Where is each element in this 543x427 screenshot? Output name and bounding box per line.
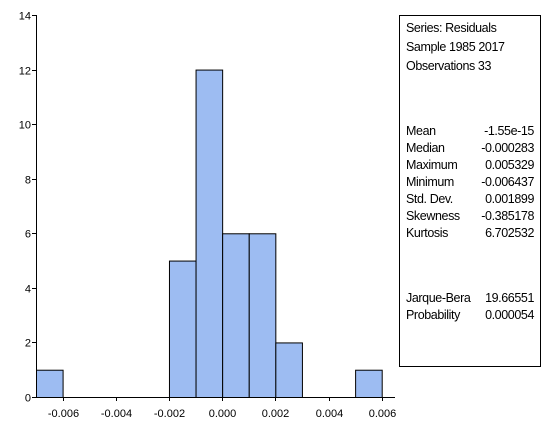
- bars-layer: [36, 69, 383, 399]
- series-label: Series: Residuals: [406, 21, 497, 35]
- y-tick-label: 12: [19, 66, 31, 78]
- stat-row-probability: Probability 0.000054: [406, 308, 534, 324]
- stat-value: 6.702532: [485, 226, 534, 240]
- histogram-bar: [248, 233, 277, 398]
- stat-row-maximum: Maximum 0.005329: [406, 158, 534, 174]
- x-tick-label: 0.000: [209, 408, 237, 420]
- y-tick-label: 8: [25, 175, 31, 187]
- stat-row-minimum: Minimum -0.006437: [406, 175, 534, 191]
- stat-label: Mean: [406, 124, 436, 138]
- x-tick-label: 0.002: [262, 408, 290, 420]
- histogram-bar: [275, 342, 303, 398]
- y-tick-label: 10: [19, 120, 31, 132]
- stat-value: -0.000283: [481, 141, 534, 155]
- stat-value: 19.66551: [485, 291, 534, 305]
- x-tick-label: 0.004: [316, 408, 344, 420]
- stat-row-skewness: Skewness -0.385178: [406, 209, 534, 225]
- sample-label: Sample 1985 2017: [406, 40, 505, 54]
- stat-label: Std. Dev.: [406, 192, 453, 206]
- x-tick-label: 0.006: [369, 408, 397, 420]
- stat-label: Median: [406, 141, 445, 155]
- x-tick-label: -0.002: [154, 408, 185, 420]
- stat-value: 0.005329: [485, 158, 534, 172]
- stat-label: Probability: [406, 308, 460, 322]
- stat-row-mean: Mean -1.55e-15: [406, 124, 534, 140]
- histogram-bar: [195, 69, 224, 398]
- histogram-bar: [168, 260, 197, 399]
- stat-row-jarque-bera: Jarque-Bera 19.66551: [406, 291, 534, 307]
- stat-value: 0.000054: [485, 308, 534, 322]
- x-tick-label: -0.006: [48, 408, 79, 420]
- y-tick-label: 2: [25, 338, 31, 350]
- axes-layer: 0 2 4 6 8 10 12 14 -0.006 -0.004 -0.002 0.000 0.002 0…: [19, 11, 397, 421]
- stat-row-std-dev: Std. Dev. 0.001899: [406, 192, 534, 208]
- y-tick-label: 0: [25, 393, 31, 405]
- observations-label: Observations 33: [406, 59, 492, 73]
- histogram-bar: [36, 369, 64, 399]
- histogram-bar: [355, 369, 383, 399]
- stat-label: Kurtosis: [406, 226, 448, 240]
- y-tick-label: 6: [25, 229, 31, 241]
- stat-value: -1.55e-15: [484, 124, 534, 138]
- stat-value: -0.385178: [481, 209, 534, 223]
- stat-label: Minimum: [406, 175, 454, 189]
- histogram-bar: [222, 233, 250, 398]
- stat-label: Skewness: [406, 209, 460, 223]
- stat-value: -0.006437: [481, 175, 534, 189]
- stat-row-kurtosis: Kurtosis 6.702532: [406, 226, 534, 242]
- y-tick-label: 4: [25, 284, 31, 296]
- stat-row-median: Median -0.000283: [406, 141, 534, 157]
- stat-value: 0.001899: [485, 192, 534, 206]
- y-tick-label: 14: [19, 11, 31, 23]
- x-tick-label: -0.004: [101, 408, 132, 420]
- statistics-panel: Series: Residuals Sample 1985 2017 Obser…: [399, 15, 541, 367]
- stat-label: Jarque-Bera: [406, 291, 471, 305]
- stat-label: Maximum: [406, 158, 458, 172]
